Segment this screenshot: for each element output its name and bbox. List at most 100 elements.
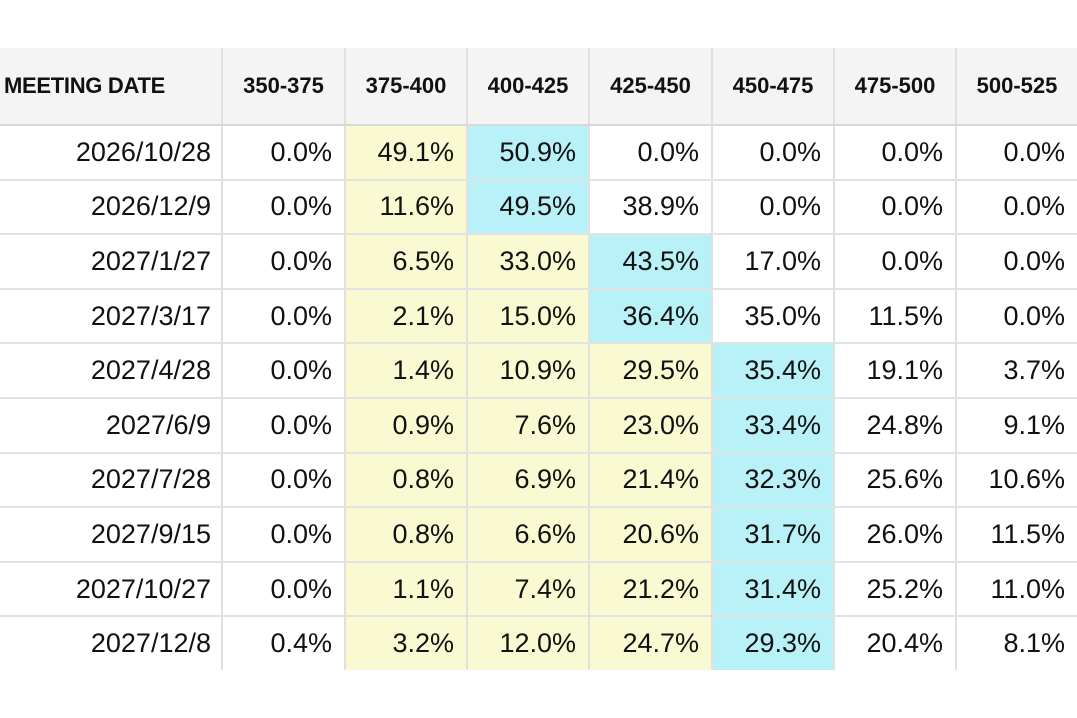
meeting-date-cell: 2026/10/28 (0, 125, 223, 181)
probability-cell: 43.5% (589, 234, 713, 290)
probability-cell: 35.0% (712, 288, 835, 345)
column-header-400-425: 400-425 (467, 48, 590, 126)
column-header-500-525: 500-525 (956, 48, 1077, 126)
probability-cell: 29.5% (589, 343, 713, 399)
probability-cell: 11.6% (345, 179, 468, 236)
probability-cell: 2.1% (345, 288, 468, 345)
probability-cell: 50.9% (467, 125, 590, 181)
table-row: 2027/7/28 0.0% 0.8% 6.9% 21.4% 32.3% 25.6% 10.6… (0, 452, 1077, 509)
probability-cell: 0.0% (956, 234, 1077, 290)
probability-cell: 10.6% (956, 452, 1077, 509)
probability-cell: 20.4% (834, 616, 957, 670)
column-header-350-375: 350-375 (222, 48, 346, 126)
probability-cell: 0.0% (222, 452, 346, 509)
probability-cell: 6.9% (467, 452, 590, 509)
probability-cell: 0.0% (222, 397, 346, 454)
probability-cell: 0.4% (222, 616, 346, 670)
probability-cell: 20.6% (589, 507, 713, 563)
column-header-425-450: 425-450 (589, 48, 713, 126)
probability-cell: 38.9% (589, 179, 713, 236)
probability-cell: 31.7% (712, 507, 835, 563)
probability-cell: 12.0% (467, 616, 590, 670)
probability-table: MEETING DATE 350-375 375-400 400-425 425-450… (0, 48, 1077, 670)
table-row: 2027/1/27 0.0% 6.5% 33.0% 43.5% 17.0% 0.0% 0.0% (0, 234, 1077, 290)
probability-cell: 0.0% (834, 125, 957, 181)
probability-cell: 0.8% (345, 452, 468, 509)
table-row: 2026/12/9 0.0% 11.6% 49.5% 38.9% 0.0% 0.0% 0.0% (0, 179, 1077, 236)
table-row: 2027/12/8 0.4% 3.2% 12.0% 24.7% 29.3% 20.4% 8.1… (0, 616, 1077, 670)
probability-cell: 23.0% (589, 397, 713, 454)
meeting-date-cell: 2026/12/9 (0, 179, 223, 236)
table-row: 2027/6/9 0.0% 0.9% 7.6% 23.0% 33.4% 24.8% 9.1% (0, 397, 1077, 454)
probability-cell: 0.9% (345, 397, 468, 454)
table-row: 2027/9/15 0.0% 0.8% 6.6% 20.6% 31.7% 26.0% 11.5… (0, 507, 1077, 563)
probability-cell: 24.8% (834, 397, 957, 454)
probability-cell: 21.2% (589, 561, 713, 618)
meeting-date-cell: 2027/7/28 (0, 452, 223, 509)
table-row: 2027/10/27 0.0% 1.1% 7.4% 21.2% 31.4% 25.2% 11.… (0, 561, 1077, 618)
probability-cell: 0.0% (956, 288, 1077, 345)
probability-cell: 0.0% (712, 179, 835, 236)
meeting-date-cell: 2027/6/9 (0, 397, 223, 454)
probability-cell: 0.0% (712, 125, 835, 181)
probability-cell: 10.9% (467, 343, 590, 399)
probability-cell: 0.0% (222, 179, 346, 236)
probability-cell: 0.0% (222, 234, 346, 290)
meeting-date-cell: 2027/12/8 (0, 616, 223, 670)
probability-cell: 9.1% (956, 397, 1077, 454)
probability-cell: 26.0% (834, 507, 957, 563)
probability-cell: 29.3% (712, 616, 835, 670)
probability-cell: 1.1% (345, 561, 468, 618)
table-row: 2026/10/28 0.0% 49.1% 50.9% 0.0% 0.0% 0.0% 0.0% (0, 125, 1077, 181)
probability-cell: 36.4% (589, 288, 713, 345)
probability-cell: 0.0% (222, 561, 346, 618)
probability-cell: 11.0% (956, 561, 1077, 618)
probability-cell: 21.4% (589, 452, 713, 509)
probability-cell: 15.0% (467, 288, 590, 345)
meeting-date-cell: 2027/3/17 (0, 288, 223, 345)
probability-cell: 8.1% (1003, 628, 1065, 659)
probability-cell: 0.0% (222, 288, 346, 345)
probability-cell: 0.0% (956, 125, 1077, 181)
probability-cell: 32.3% (712, 452, 835, 509)
probability-cell: 0.8% (345, 507, 468, 563)
probability-cell: 33.0% (467, 234, 590, 290)
column-header-375-400: 375-400 (345, 48, 468, 126)
probability-cell: 7.4% (467, 561, 590, 618)
header-row: MEETING DATE 350-375 375-400 400-425 425-450… (0, 48, 1077, 126)
probability-cell: 7.6% (467, 397, 590, 454)
probability-cell: 1.4% (345, 343, 468, 399)
probability-cell: 0.0% (222, 507, 346, 563)
probability-cell: 19.1% (834, 343, 957, 399)
probability-cell: 11.5% (834, 288, 957, 345)
probability-cell: 6.6% (467, 507, 590, 563)
column-header-475-500: 475-500 (834, 48, 957, 126)
probability-cell: 0.0% (222, 343, 346, 399)
meeting-date-cell: 2027/4/28 (0, 343, 223, 399)
probability-cell: 49.1% (345, 125, 468, 181)
meeting-date-cell: 2027/10/27 (0, 561, 223, 618)
probability-cell: 0.0% (956, 179, 1077, 236)
probability-cell: 25.6% (834, 452, 957, 509)
probability-cell: 17.0% (712, 234, 835, 290)
probability-cell: 0.0% (222, 125, 346, 181)
meeting-date-cell: 2027/9/15 (0, 507, 223, 563)
probability-cell: 11.5% (956, 507, 1077, 563)
probability-cell: 33.4% (712, 397, 835, 454)
probability-cell: 3.7% (956, 343, 1077, 399)
probability-cell: 0.0% (834, 234, 957, 290)
probability-cell: 0.0% (834, 179, 957, 236)
column-header-meeting-date: MEETING DATE (0, 48, 223, 126)
probability-cell: 49.5% (467, 179, 590, 236)
probability-cell: 31.4% (712, 561, 835, 618)
table-row: 2027/4/28 0.0% 1.4% 10.9% 29.5% 35.4% 19.1% 3.7… (0, 343, 1077, 399)
probability-cell: 24.7% (589, 616, 713, 670)
table-body: 2026/10/28 0.0% 49.1% 50.9% 0.0% 0.0% 0.0% 0.0%… (0, 125, 1077, 670)
table-row: 2027/3/17 0.0% 2.1% 15.0% 36.4% 35.0% 11.5% 0.0… (0, 288, 1077, 345)
probability-cell: 3.2% (345, 616, 468, 670)
column-header-450-475: 450-475 (712, 48, 835, 126)
meeting-date-cell: 2027/1/27 (0, 234, 223, 290)
probability-cell: 35.4% (712, 343, 835, 399)
probability-cell: 6.5% (345, 234, 468, 290)
probability-cell: 25.2% (834, 561, 957, 618)
